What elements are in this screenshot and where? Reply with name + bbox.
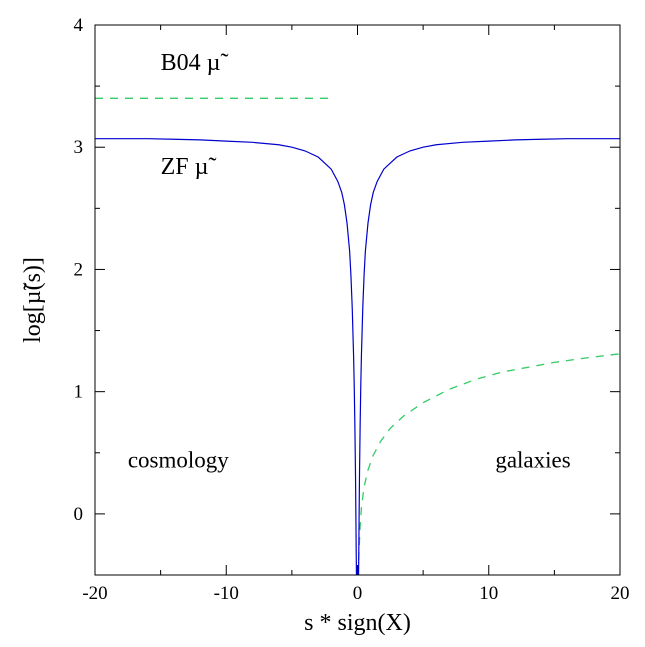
annotation-cosmology: cosmology: [128, 447, 229, 472]
chart-svg: -20 -10 0 10 20 0 1 2 3 4 s * sign(X) log[µ̃(s)] B04…: [0, 0, 645, 647]
ytick-label: 0: [74, 504, 84, 525]
chart-container: -20 -10 0 10 20 0 1 2 3 4 s * sign(X) log[µ̃(s)] B04…: [0, 0, 645, 647]
xtick-label: 20: [611, 583, 630, 604]
annotation-zf: ZF µ̃: [161, 154, 217, 180]
chart-background: [0, 0, 645, 647]
ytick-label: 2: [74, 259, 84, 280]
annotation-galaxies: galaxies: [495, 447, 570, 472]
ytick-label: 3: [74, 137, 84, 158]
xtick-label: 0: [353, 583, 363, 604]
annotation-b04: B04 µ̃: [161, 50, 229, 76]
ytick-label: 4: [74, 15, 84, 36]
xtick-label: -10: [214, 583, 239, 604]
ytick-label: 1: [74, 382, 84, 403]
xtick-label: -20: [82, 583, 107, 604]
xlabel: s * sign(X): [304, 610, 411, 636]
xtick-label: 10: [479, 583, 498, 604]
ylabel: log[µ̃(s)]: [20, 257, 46, 343]
